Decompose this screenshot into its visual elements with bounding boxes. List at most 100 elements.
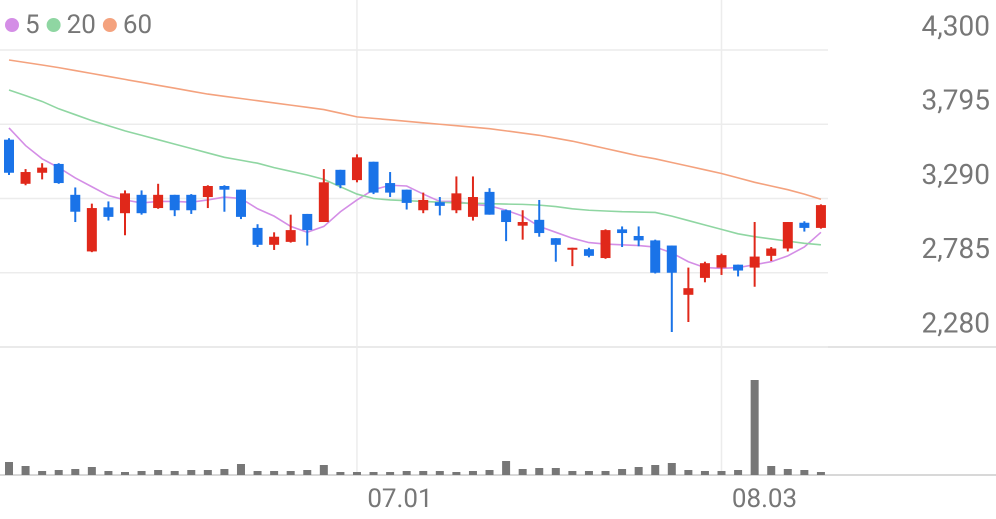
volume-bar bbox=[601, 471, 610, 475]
volume-bar bbox=[618, 469, 627, 475]
candle-body bbox=[86, 208, 97, 252]
candle-body bbox=[136, 194, 147, 214]
volume-bar bbox=[286, 471, 295, 475]
volume-bar bbox=[783, 469, 792, 475]
candle-body bbox=[617, 229, 628, 234]
y-tick-label: 3,290 bbox=[922, 158, 990, 191]
volume-bar bbox=[717, 471, 726, 475]
y-tick-label: 2,280 bbox=[922, 306, 990, 339]
volume-bar bbox=[137, 471, 146, 475]
candle-body bbox=[235, 189, 246, 217]
volume-bar bbox=[87, 467, 96, 475]
y-tick-label: 4,300 bbox=[922, 9, 990, 42]
volume-bar bbox=[816, 472, 825, 475]
candle-body bbox=[567, 247, 578, 250]
candle-body bbox=[318, 182, 329, 223]
candle-body bbox=[269, 236, 280, 245]
candle-body bbox=[716, 255, 727, 268]
legend-label: 5 bbox=[25, 10, 40, 40]
candle-body bbox=[733, 264, 744, 271]
candle-body bbox=[799, 222, 810, 228]
candle-body bbox=[219, 185, 230, 190]
candle-body bbox=[20, 172, 31, 184]
candle-body bbox=[368, 161, 379, 193]
candle-body bbox=[418, 199, 429, 211]
candle-body bbox=[683, 288, 694, 295]
volume-bar bbox=[485, 470, 494, 475]
legend-swatch bbox=[102, 18, 117, 32]
volume-bar bbox=[369, 472, 378, 475]
candle-body bbox=[583, 249, 594, 256]
volume-bar bbox=[21, 466, 30, 475]
volume-bar bbox=[203, 470, 212, 475]
candle-body bbox=[302, 213, 313, 231]
volume-bar bbox=[386, 472, 395, 475]
candle-body bbox=[650, 240, 661, 273]
candle-body bbox=[103, 207, 114, 217]
ma-line bbox=[8, 89, 822, 246]
candle-body bbox=[153, 194, 164, 209]
volume-bar bbox=[651, 465, 660, 475]
candle-body bbox=[335, 169, 346, 186]
candle-body bbox=[385, 183, 396, 193]
candle-body bbox=[4, 139, 14, 173]
candle-body bbox=[434, 202, 445, 206]
volume-bar bbox=[551, 468, 560, 475]
volume-bar bbox=[352, 472, 361, 475]
volume-bar bbox=[518, 469, 527, 475]
volume-bar bbox=[584, 471, 593, 475]
volume-bar bbox=[270, 471, 279, 475]
volume-bar bbox=[104, 471, 113, 475]
candle-body bbox=[351, 157, 362, 181]
volume-bar bbox=[468, 471, 477, 475]
volume-bar bbox=[734, 470, 743, 475]
legend-label: 20 bbox=[67, 10, 96, 40]
candle-body bbox=[451, 193, 462, 211]
candle-body bbox=[699, 263, 710, 278]
candle-body bbox=[252, 227, 263, 245]
legend-swatch bbox=[5, 18, 19, 32]
volume-bar bbox=[336, 472, 345, 475]
candle-body bbox=[534, 219, 545, 234]
volume-bar bbox=[236, 464, 245, 475]
volume-bar bbox=[634, 467, 643, 475]
volume-bar bbox=[5, 462, 13, 475]
volume-bar bbox=[402, 471, 411, 475]
volume-bar bbox=[452, 472, 461, 475]
candle-body bbox=[467, 197, 478, 217]
candle-body bbox=[70, 194, 81, 212]
volume-bar bbox=[170, 471, 179, 475]
legend-swatch bbox=[46, 18, 61, 32]
candle-body bbox=[550, 238, 561, 245]
candle-body bbox=[501, 210, 512, 223]
volume-bar bbox=[419, 471, 428, 475]
candle-body bbox=[600, 230, 611, 259]
y-tick-label: 2,785 bbox=[922, 232, 990, 265]
ma-line bbox=[8, 59, 822, 200]
volume-bar bbox=[54, 470, 63, 475]
volume-bar bbox=[767, 466, 776, 475]
volume-bar bbox=[800, 470, 809, 475]
candle-body bbox=[484, 191, 495, 215]
candle-body bbox=[169, 194, 180, 211]
candle-body bbox=[782, 222, 793, 249]
candle-body bbox=[202, 185, 213, 198]
candle-body bbox=[749, 256, 760, 268]
volume-bar bbox=[38, 471, 47, 475]
x-tick-label: 08.03 bbox=[732, 484, 797, 514]
volume-bar bbox=[502, 461, 511, 475]
candle-body bbox=[53, 163, 64, 184]
candle-body bbox=[666, 245, 677, 273]
volume-bar bbox=[187, 470, 196, 475]
volume-bar bbox=[667, 463, 676, 475]
volume-bar bbox=[71, 469, 80, 475]
volume-bar bbox=[684, 470, 693, 475]
y-tick-label: 3,795 bbox=[922, 84, 990, 117]
candle-body bbox=[815, 205, 826, 228]
volume-bar bbox=[535, 468, 544, 475]
volume-bar bbox=[303, 470, 312, 475]
volume-bar bbox=[154, 470, 163, 475]
volume-bar bbox=[435, 471, 444, 475]
candle-body bbox=[633, 235, 644, 241]
